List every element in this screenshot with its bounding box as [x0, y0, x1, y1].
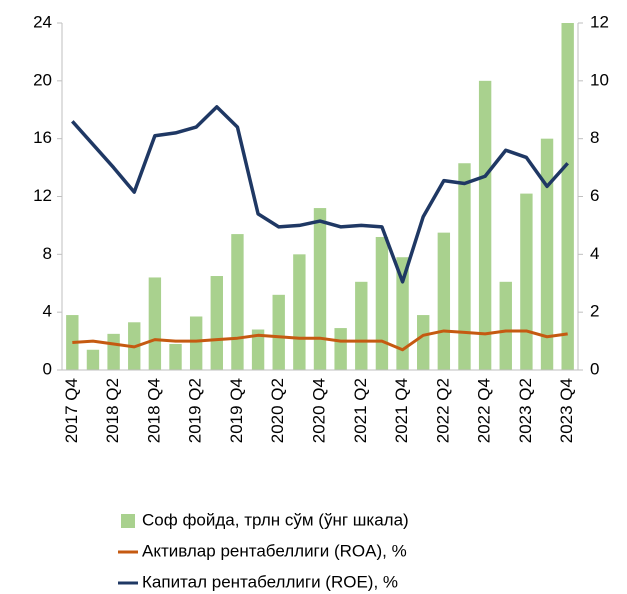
bar: [313, 208, 327, 370]
x-tick-label: 2023 Q2: [516, 378, 535, 443]
line: [71, 105, 569, 284]
bar: [478, 80, 492, 370]
y-tick-label: 20: [33, 70, 52, 89]
legend-label: Соф фойда, трлн сўм (ўнг шкала): [142, 510, 409, 529]
y2-tick-label: 2: [590, 302, 599, 321]
legend-label: Капитал рентабеллиги (ROE), %: [142, 572, 398, 591]
x-tick-label: 2021 Q4: [392, 378, 411, 443]
x-tick-label: 2020 Q2: [268, 378, 287, 443]
bar: [169, 343, 182, 370]
x-tick-label: 2023 Q4: [557, 378, 576, 443]
y-tick-label: 0: [43, 359, 52, 378]
bar: [189, 316, 203, 370]
bar: [86, 349, 100, 370]
bar: [396, 257, 409, 370]
bar: [293, 254, 306, 370]
bar: [107, 333, 120, 370]
bar: [334, 328, 347, 370]
y2-tick-label: 0: [590, 359, 599, 378]
x-tick-label: 2020 Q4: [309, 378, 328, 443]
y2-tick-label: 10: [590, 70, 609, 89]
y-tick-label: 24: [33, 12, 52, 31]
x-tick-label: 2022 Q4: [475, 378, 494, 443]
bar: [417, 315, 430, 370]
bar: [540, 138, 554, 370]
x-tick-label: 2019 Q4: [227, 378, 246, 443]
bar: [210, 276, 223, 370]
y-tick-label: 8: [43, 244, 52, 263]
x-tick-label: 2017 Q4: [62, 378, 81, 443]
y2-tick-label: 8: [590, 128, 599, 147]
legend-swatch: [121, 514, 135, 528]
bar: [520, 193, 533, 370]
x-tick-label: 2021 Q2: [351, 378, 370, 443]
x-tick-label: 2022 Q2: [433, 378, 452, 443]
x-tick-label: 2019 Q2: [186, 378, 205, 443]
bar: [355, 281, 368, 370]
bar: [231, 234, 244, 370]
x-tick-label: 2018 Q2: [103, 378, 122, 443]
y2-tick-label: 12: [590, 12, 609, 31]
bar: [437, 232, 451, 370]
y2-tick-label: 6: [590, 186, 599, 205]
legend-label: Активлар рентабеллиги (ROA), %: [142, 541, 407, 560]
bar: [251, 329, 265, 370]
y2-tick-label: 4: [590, 244, 599, 263]
y-tick-label: 4: [43, 302, 52, 321]
bar: [458, 163, 471, 370]
y-tick-label: 16: [33, 128, 52, 147]
bar: [561, 23, 574, 370]
bar: [499, 281, 512, 370]
y-tick-label: 12: [33, 186, 52, 205]
bar: [148, 277, 162, 370]
bar: [272, 294, 285, 370]
line: [72, 329, 568, 352]
bar: [375, 236, 389, 370]
x-tick-label: 2018 Q4: [144, 378, 163, 443]
